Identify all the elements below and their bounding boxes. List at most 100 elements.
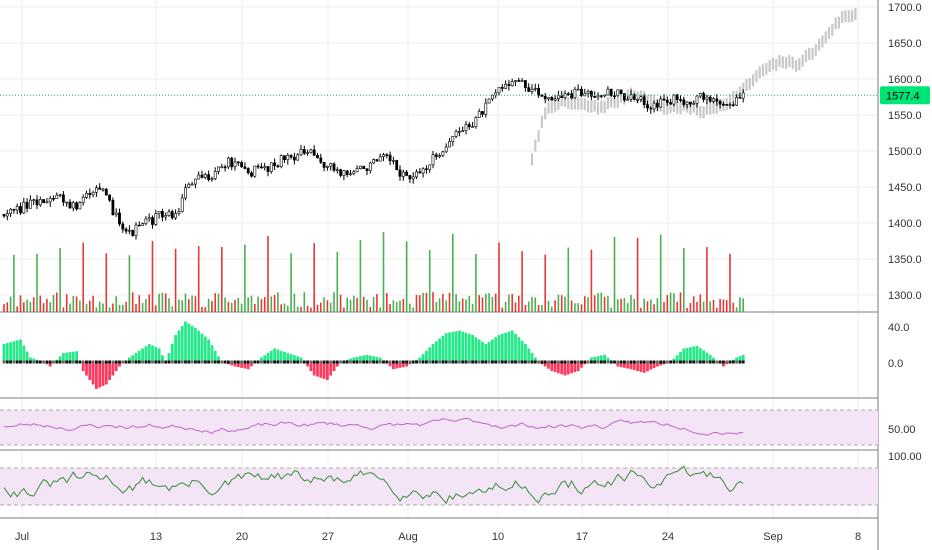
- oscillator-bar: [698, 348, 702, 362]
- oscillator-bar: [639, 362, 643, 372]
- oscillator-bar: [596, 356, 600, 362]
- stochastic-panel[interactable]: [0, 465, 878, 506]
- volume-bar: [197, 246, 200, 312]
- oscillator-bar: [441, 335, 445, 362]
- candle-body: [15, 206, 19, 211]
- oscillator-zero-marker: [573, 360, 577, 364]
- candle-body: [695, 95, 699, 104]
- oscillator-zero-marker: [246, 360, 250, 364]
- oscillator-zero-marker: [669, 360, 672, 364]
- candle-body: [312, 149, 316, 156]
- volume-bar: [461, 298, 464, 312]
- oscillator-panel[interactable]: [2, 321, 745, 390]
- oscillator-bar: [623, 362, 626, 368]
- oscillator-zero-marker: [718, 360, 722, 364]
- oscillator-zero-marker: [121, 360, 125, 364]
- volume-bar: [574, 303, 576, 312]
- oscillator-zero-marker: [108, 360, 111, 364]
- candle-body: [705, 96, 709, 100]
- oscillator-zero-marker: [464, 360, 468, 364]
- y-axis[interactable]: 1700.0 1650.0 1600.0 1550.0 1500.0 1450.0 1400…: [888, 2, 922, 463]
- oscillator-bar: [702, 350, 705, 362]
- candle-body: [570, 93, 574, 99]
- volume-bar: [13, 254, 15, 312]
- candle-body: [71, 202, 75, 209]
- candle-body: [233, 161, 237, 168]
- volume-panel[interactable]: [3, 232, 744, 312]
- oscillator-zero-marker: [137, 360, 141, 364]
- oscillator-zero-marker: [339, 360, 342, 364]
- candle-body: [329, 163, 333, 167]
- oscillator-bar: [527, 348, 531, 362]
- price-axis-tick: 1550.0: [888, 110, 922, 122]
- oscillator-bar: [629, 362, 633, 370]
- oscillator-zero-marker: [685, 360, 689, 364]
- candle-body: [75, 202, 79, 210]
- oscillator-zero-marker: [230, 360, 234, 364]
- volume-bar: [468, 295, 471, 312]
- oscillator-zero-marker: [316, 360, 319, 364]
- candle-body: [286, 155, 290, 161]
- volume-bar: [679, 292, 682, 312]
- oscillator-zero-marker: [547, 360, 550, 364]
- oscillator-zero-marker: [5, 360, 9, 364]
- volume-bar: [567, 247, 570, 312]
- volume-bar: [653, 304, 655, 312]
- candle-body: [708, 96, 712, 102]
- candle-body: [385, 154, 389, 156]
- candle-body: [177, 211, 181, 214]
- oscillator-zero-marker: [524, 360, 527, 364]
- oscillator-bar: [451, 331, 455, 362]
- oscillator-bar: [599, 355, 603, 362]
- oscillator-zero-marker: [474, 360, 478, 364]
- volume-bar: [646, 301, 649, 312]
- oscillator-zero-marker: [471, 360, 474, 364]
- oscillator-zero-marker: [273, 360, 276, 364]
- volume-bar: [412, 307, 414, 312]
- oscillator-bar: [616, 362, 620, 367]
- oscillator-zero-marker: [352, 360, 356, 364]
- volume-bar: [511, 293, 513, 312]
- oscillator-bar: [560, 362, 564, 375]
- oscillator-bar: [154, 347, 158, 362]
- candle-body: [240, 162, 244, 168]
- volume-bar: [692, 296, 695, 312]
- x-axis[interactable]: Jul 13 20 27 Aug 10 17 24 Sep 8: [15, 531, 861, 543]
- candle-body: [735, 97, 739, 106]
- oscillator-zero-marker: [675, 360, 679, 364]
- rsi-panel[interactable]: [0, 409, 878, 446]
- candle-body: [632, 94, 636, 100]
- candle-body: [649, 107, 653, 110]
- volume-bar: [128, 255, 131, 312]
- candle-body: [322, 161, 326, 168]
- oscillator-bar: [309, 362, 313, 371]
- volume-bar: [372, 296, 375, 312]
- oscillator-zero-marker: [157, 360, 161, 364]
- candle-body: [306, 152, 310, 154]
- candle-body: [269, 162, 273, 172]
- volume-bar: [531, 296, 533, 312]
- oscillator-zero-marker: [741, 360, 745, 364]
- oscillator-zero-marker: [398, 360, 402, 364]
- candle-body: [316, 154, 319, 159]
- candle-body: [91, 192, 95, 196]
- volume-bar: [409, 303, 411, 312]
- oscillator-zero-marker: [649, 360, 653, 364]
- oscillator-zero-marker: [662, 360, 666, 364]
- candle-body: [487, 98, 491, 104]
- volume-bar: [478, 295, 480, 312]
- oscillator-bar: [230, 362, 234, 366]
- oscillator-zero-marker: [276, 360, 280, 364]
- volume-bar: [432, 292, 434, 312]
- oscillator-bar: [141, 348, 144, 362]
- price-panel[interactable]: [0, 8, 878, 240]
- volume-bar: [593, 295, 596, 312]
- volume-bar: [263, 296, 266, 312]
- oscillator-bar: [362, 355, 366, 362]
- oscillator-zero-marker: [712, 360, 715, 364]
- oscillator-zero-marker: [586, 360, 590, 364]
- grid-lines: [0, 0, 878, 518]
- candle-body: [365, 168, 369, 171]
